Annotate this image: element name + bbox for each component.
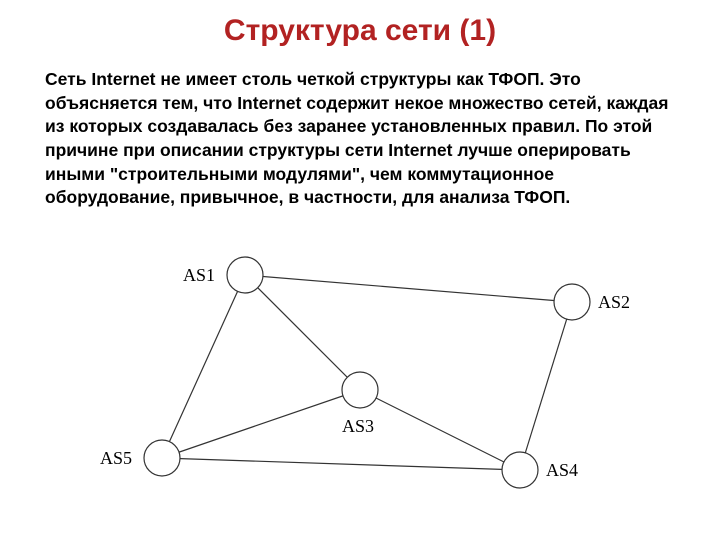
node-label-AS3: AS3 — [342, 416, 374, 436]
node-label-AS5: AS5 — [100, 448, 132, 468]
edge-AS1-AS5 — [162, 275, 245, 458]
edge-AS4-AS5 — [162, 458, 520, 470]
edge-AS1-AS2 — [245, 275, 572, 302]
node-AS4 — [502, 452, 538, 488]
edge-AS1-AS3 — [245, 275, 360, 390]
edge-AS3-AS4 — [360, 390, 520, 470]
node-AS3 — [342, 372, 378, 408]
body-paragraph: Сеть Internet не имеет столь четкой стру… — [0, 48, 720, 210]
node-label-AS1: AS1 — [183, 265, 215, 285]
network-diagram: AS1 AS2 AS3 AS4 AS5 — [90, 240, 630, 520]
node-AS1 — [227, 257, 263, 293]
page-title: Структура сети (1) — [0, 0, 720, 48]
edge-AS3-AS5 — [162, 390, 360, 458]
node-AS2 — [554, 284, 590, 320]
node-label-AS2: AS2 — [598, 292, 630, 312]
node-label-AS4: AS4 — [546, 460, 578, 480]
node-AS5 — [144, 440, 180, 476]
edge-AS2-AS4 — [520, 302, 572, 470]
